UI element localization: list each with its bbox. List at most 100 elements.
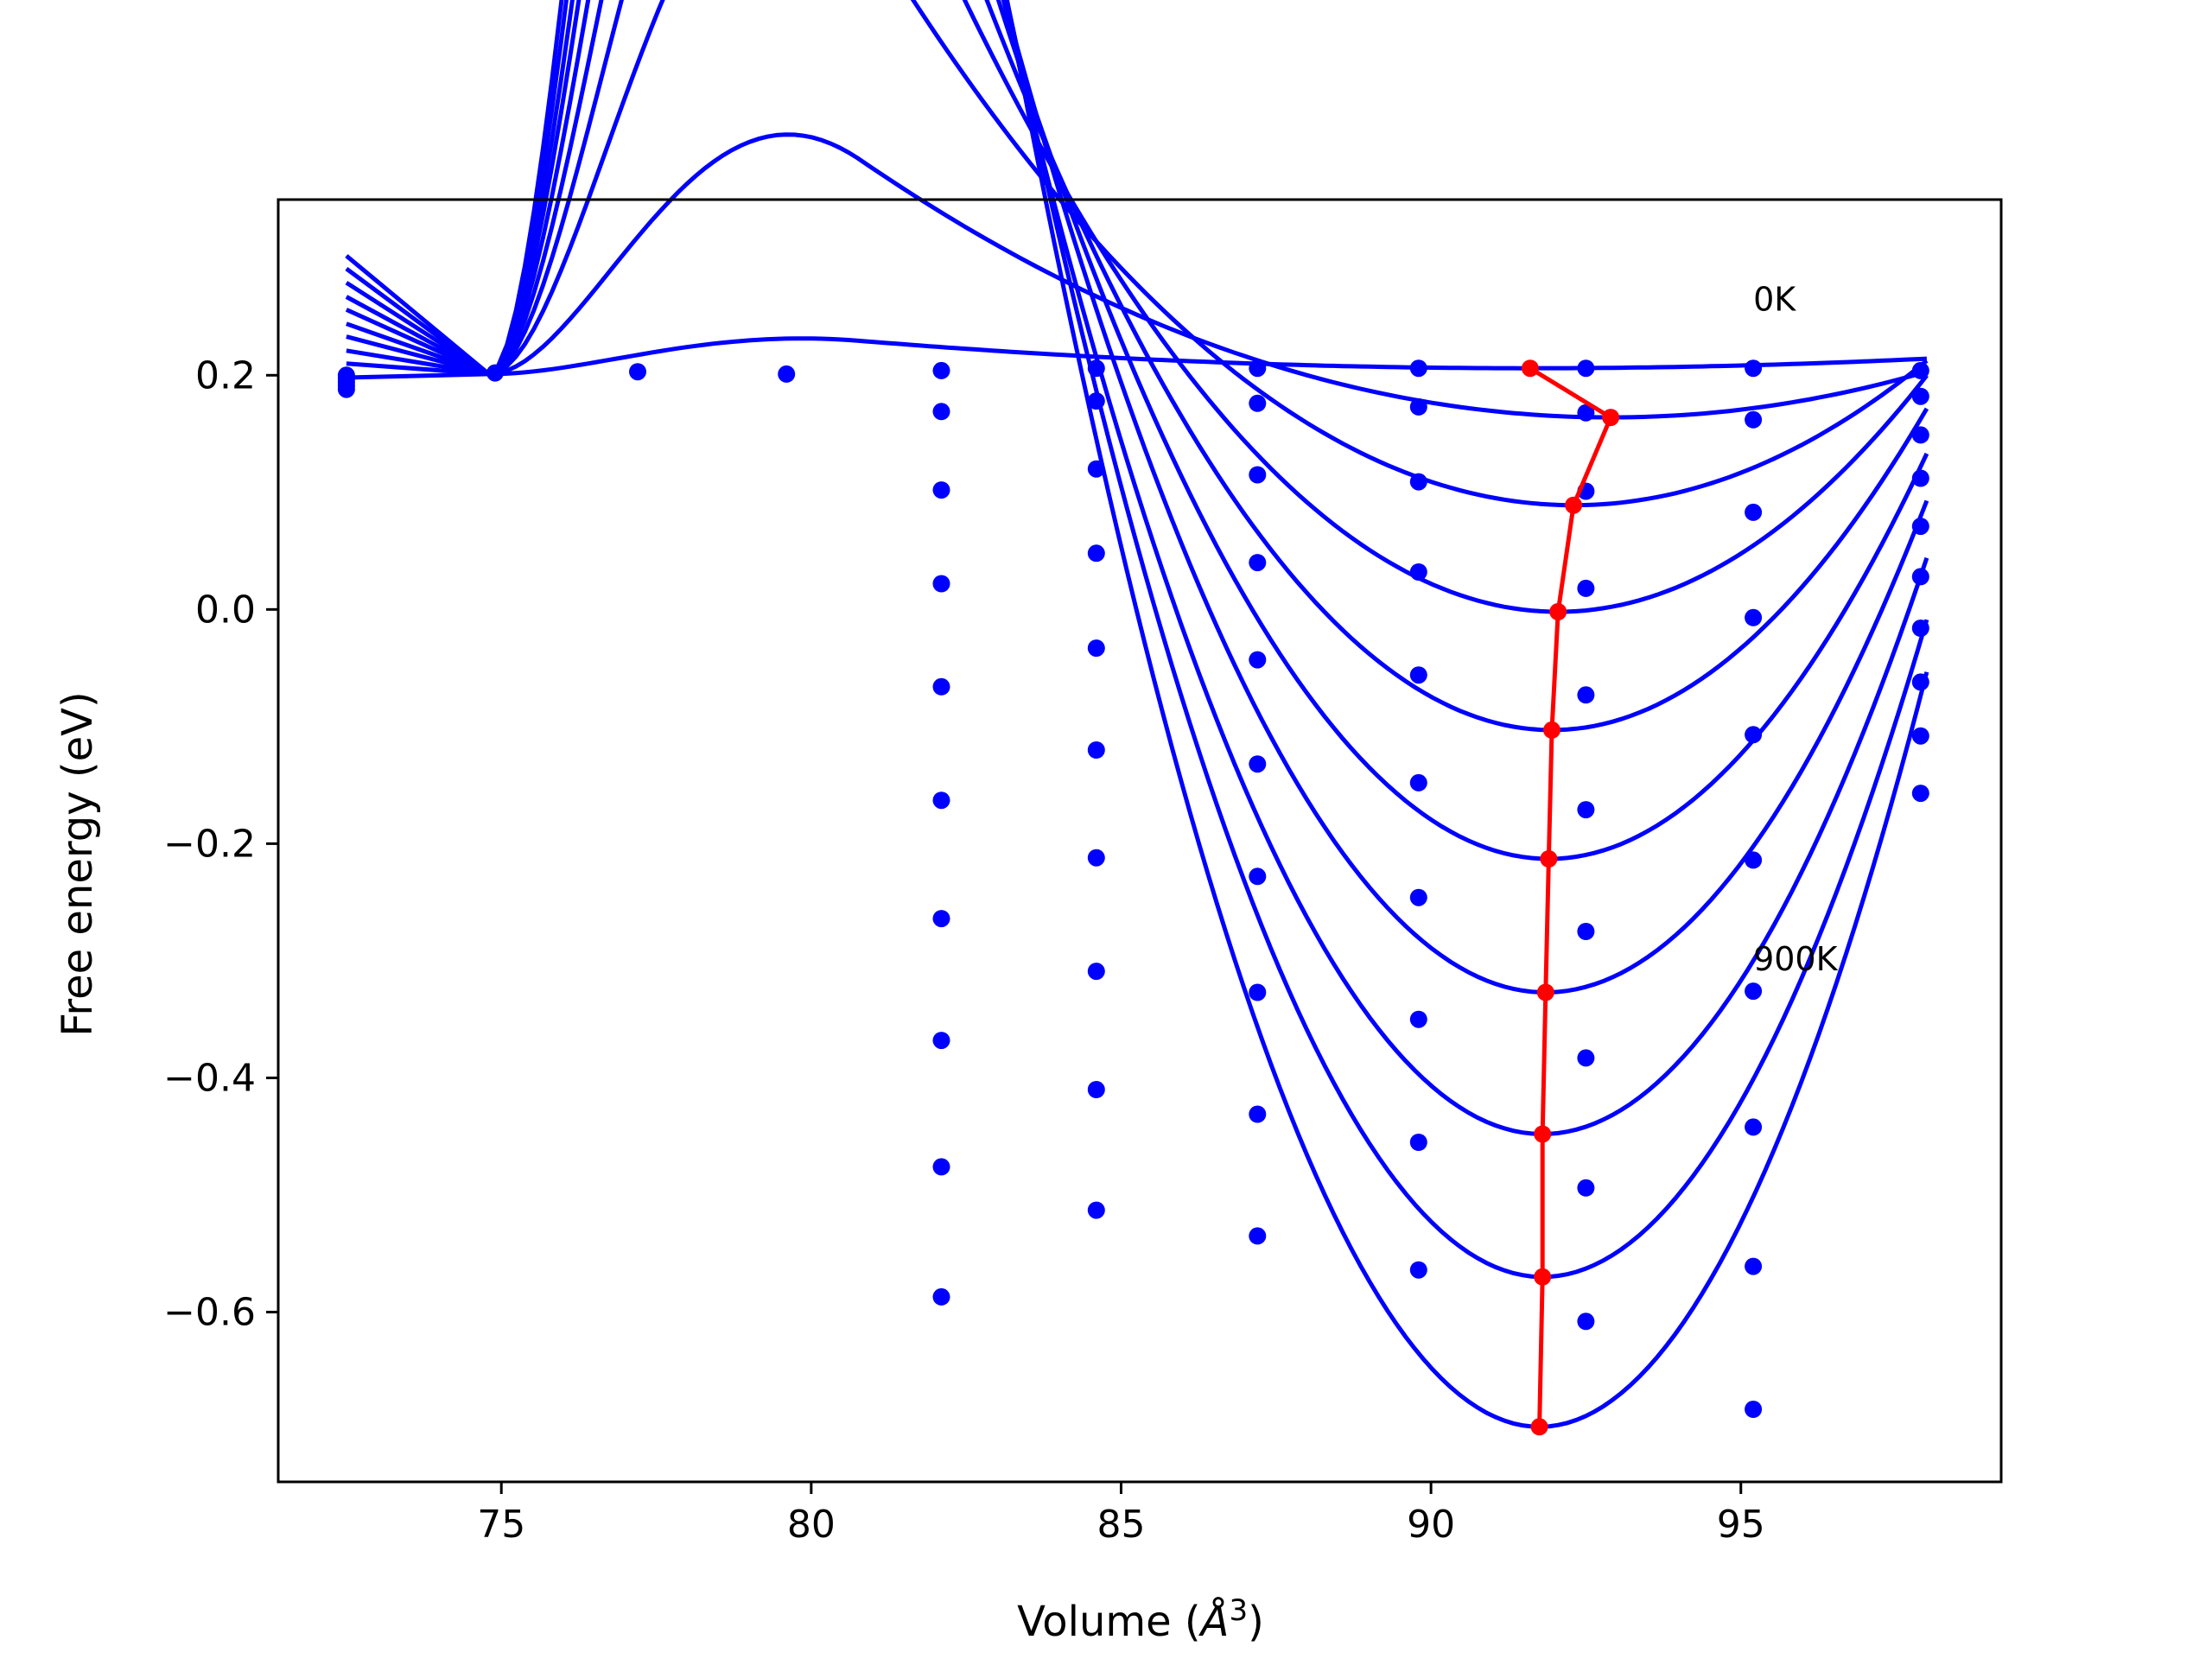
- data-point-72: [1911, 518, 1929, 536]
- data-point-39: [1409, 397, 1427, 416]
- fit-curve-3: [346, 0, 1929, 614]
- data-point-64: [1745, 982, 1763, 1001]
- minimum-point-6: [1536, 983, 1554, 1001]
- x-axis-label-main: Volume (: [1017, 1598, 1201, 1646]
- data-point-52: [1577, 686, 1595, 704]
- data-point-18: [1087, 359, 1105, 378]
- fit-curve-2: [346, 0, 1929, 508]
- data-point-77: [1911, 785, 1929, 803]
- data-point-8: [932, 361, 950, 379]
- data-point-15: [932, 1032, 950, 1050]
- data-point-38: [1409, 359, 1427, 378]
- data-point-42: [1409, 666, 1427, 684]
- data-point-56: [1577, 1179, 1595, 1197]
- minimum-line: [1529, 366, 1614, 1427]
- data-point-51: [1577, 579, 1595, 597]
- data-point-16: [932, 1158, 950, 1176]
- minimum-point-9: [1530, 1418, 1548, 1436]
- fit-curve-7: [345, 0, 1929, 1137]
- y-tick-label-3: −0.4: [163, 1056, 256, 1100]
- x-axis-label-unit: Å: [1198, 1597, 1230, 1646]
- data-point-63: [1745, 851, 1763, 869]
- data-point-62: [1745, 726, 1763, 744]
- data-point-41: [1409, 563, 1427, 581]
- data-point-19: [1087, 392, 1105, 410]
- minimum-point-5: [1540, 850, 1558, 868]
- minimum-point-8: [1534, 1268, 1552, 1286]
- data-point-37: [1249, 1227, 1267, 1245]
- data-point-73: [1911, 568, 1929, 586]
- y-axis-label: Free energy (eV): [54, 691, 102, 1036]
- data-point-57: [1577, 1313, 1595, 1331]
- data-point-75: [1911, 673, 1929, 691]
- data-point-74: [1911, 620, 1929, 637]
- data-point-36: [1249, 1105, 1267, 1123]
- data-point-23: [1087, 741, 1105, 759]
- fit-curve-9: [345, 0, 1929, 1429]
- data-point-22: [1087, 639, 1105, 658]
- fit-curve-8: [345, 0, 1929, 1280]
- fit-curve-0: [346, 336, 1928, 380]
- x-axis-label-superscript: 3: [1229, 1593, 1248, 1628]
- minimum-point-2: [1565, 496, 1583, 514]
- data-point-27: [1087, 1201, 1105, 1219]
- data-point-76: [1911, 727, 1929, 745]
- data-points: [337, 359, 1929, 1418]
- data-point-29: [1249, 394, 1267, 412]
- data-point-10: [932, 481, 950, 499]
- annotation-1: 900K: [1753, 940, 1839, 978]
- data-point-20: [1087, 460, 1105, 478]
- data-point-28: [1249, 359, 1267, 378]
- data-point-13: [932, 791, 950, 810]
- x-tick-label-4: 95: [1717, 1503, 1765, 1547]
- data-point-48: [1577, 359, 1595, 378]
- data-point-45: [1409, 1010, 1427, 1028]
- minimum-point-4: [1543, 721, 1560, 739]
- data-point-5: [486, 364, 504, 382]
- data-point-66: [1745, 1257, 1763, 1275]
- data-point-61: [1745, 608, 1763, 626]
- y-tick-label-0: 0.2: [195, 353, 256, 397]
- annotations: 0K 900K: [1753, 281, 1839, 978]
- fit-curve-5: [345, 0, 1929, 861]
- data-point-35: [1249, 983, 1267, 1001]
- data-point-25: [1087, 963, 1105, 981]
- data-point-58: [1745, 359, 1763, 378]
- data-point-47: [1409, 1261, 1427, 1279]
- annotation-0: 0K: [1753, 281, 1796, 319]
- data-point-59: [1745, 410, 1763, 429]
- data-point-4: [337, 380, 355, 398]
- data-point-55: [1577, 1049, 1595, 1067]
- data-point-69: [1911, 387, 1929, 405]
- data-point-53: [1577, 801, 1595, 819]
- data-point-34: [1249, 868, 1267, 886]
- y-tick-label-1: 0.0: [195, 588, 256, 632]
- data-point-14: [932, 910, 950, 928]
- data-point-30: [1249, 466, 1267, 484]
- data-point-60: [1745, 503, 1763, 521]
- minimum-path: [1521, 359, 1620, 1436]
- x-axis-label: Volume (Å3): [1017, 1593, 1264, 1646]
- minimum-point-3: [1549, 603, 1567, 620]
- x-tick-label-3: 90: [1407, 1503, 1455, 1547]
- data-point-17: [932, 1287, 950, 1306]
- x-tick-label-0: 75: [477, 1503, 525, 1547]
- data-point-46: [1409, 1134, 1427, 1151]
- data-point-71: [1911, 469, 1929, 487]
- data-point-32: [1249, 651, 1267, 669]
- plot-frame: [276, 198, 2003, 1484]
- data-point-70: [1911, 426, 1929, 444]
- fit-curve-4: [346, 0, 1929, 733]
- data-point-40: [1409, 473, 1427, 491]
- data-point-12: [932, 677, 950, 696]
- data-point-26: [1087, 1081, 1105, 1098]
- data-point-31: [1249, 554, 1267, 572]
- data-point-43: [1409, 773, 1427, 791]
- y-tick-label-4: −0.6: [163, 1290, 256, 1334]
- data-point-9: [932, 403, 950, 421]
- data-point-67: [1745, 1401, 1763, 1418]
- fit-curves: [345, 0, 1929, 1429]
- data-point-21: [1087, 544, 1105, 563]
- minimum-point-1: [1602, 409, 1620, 427]
